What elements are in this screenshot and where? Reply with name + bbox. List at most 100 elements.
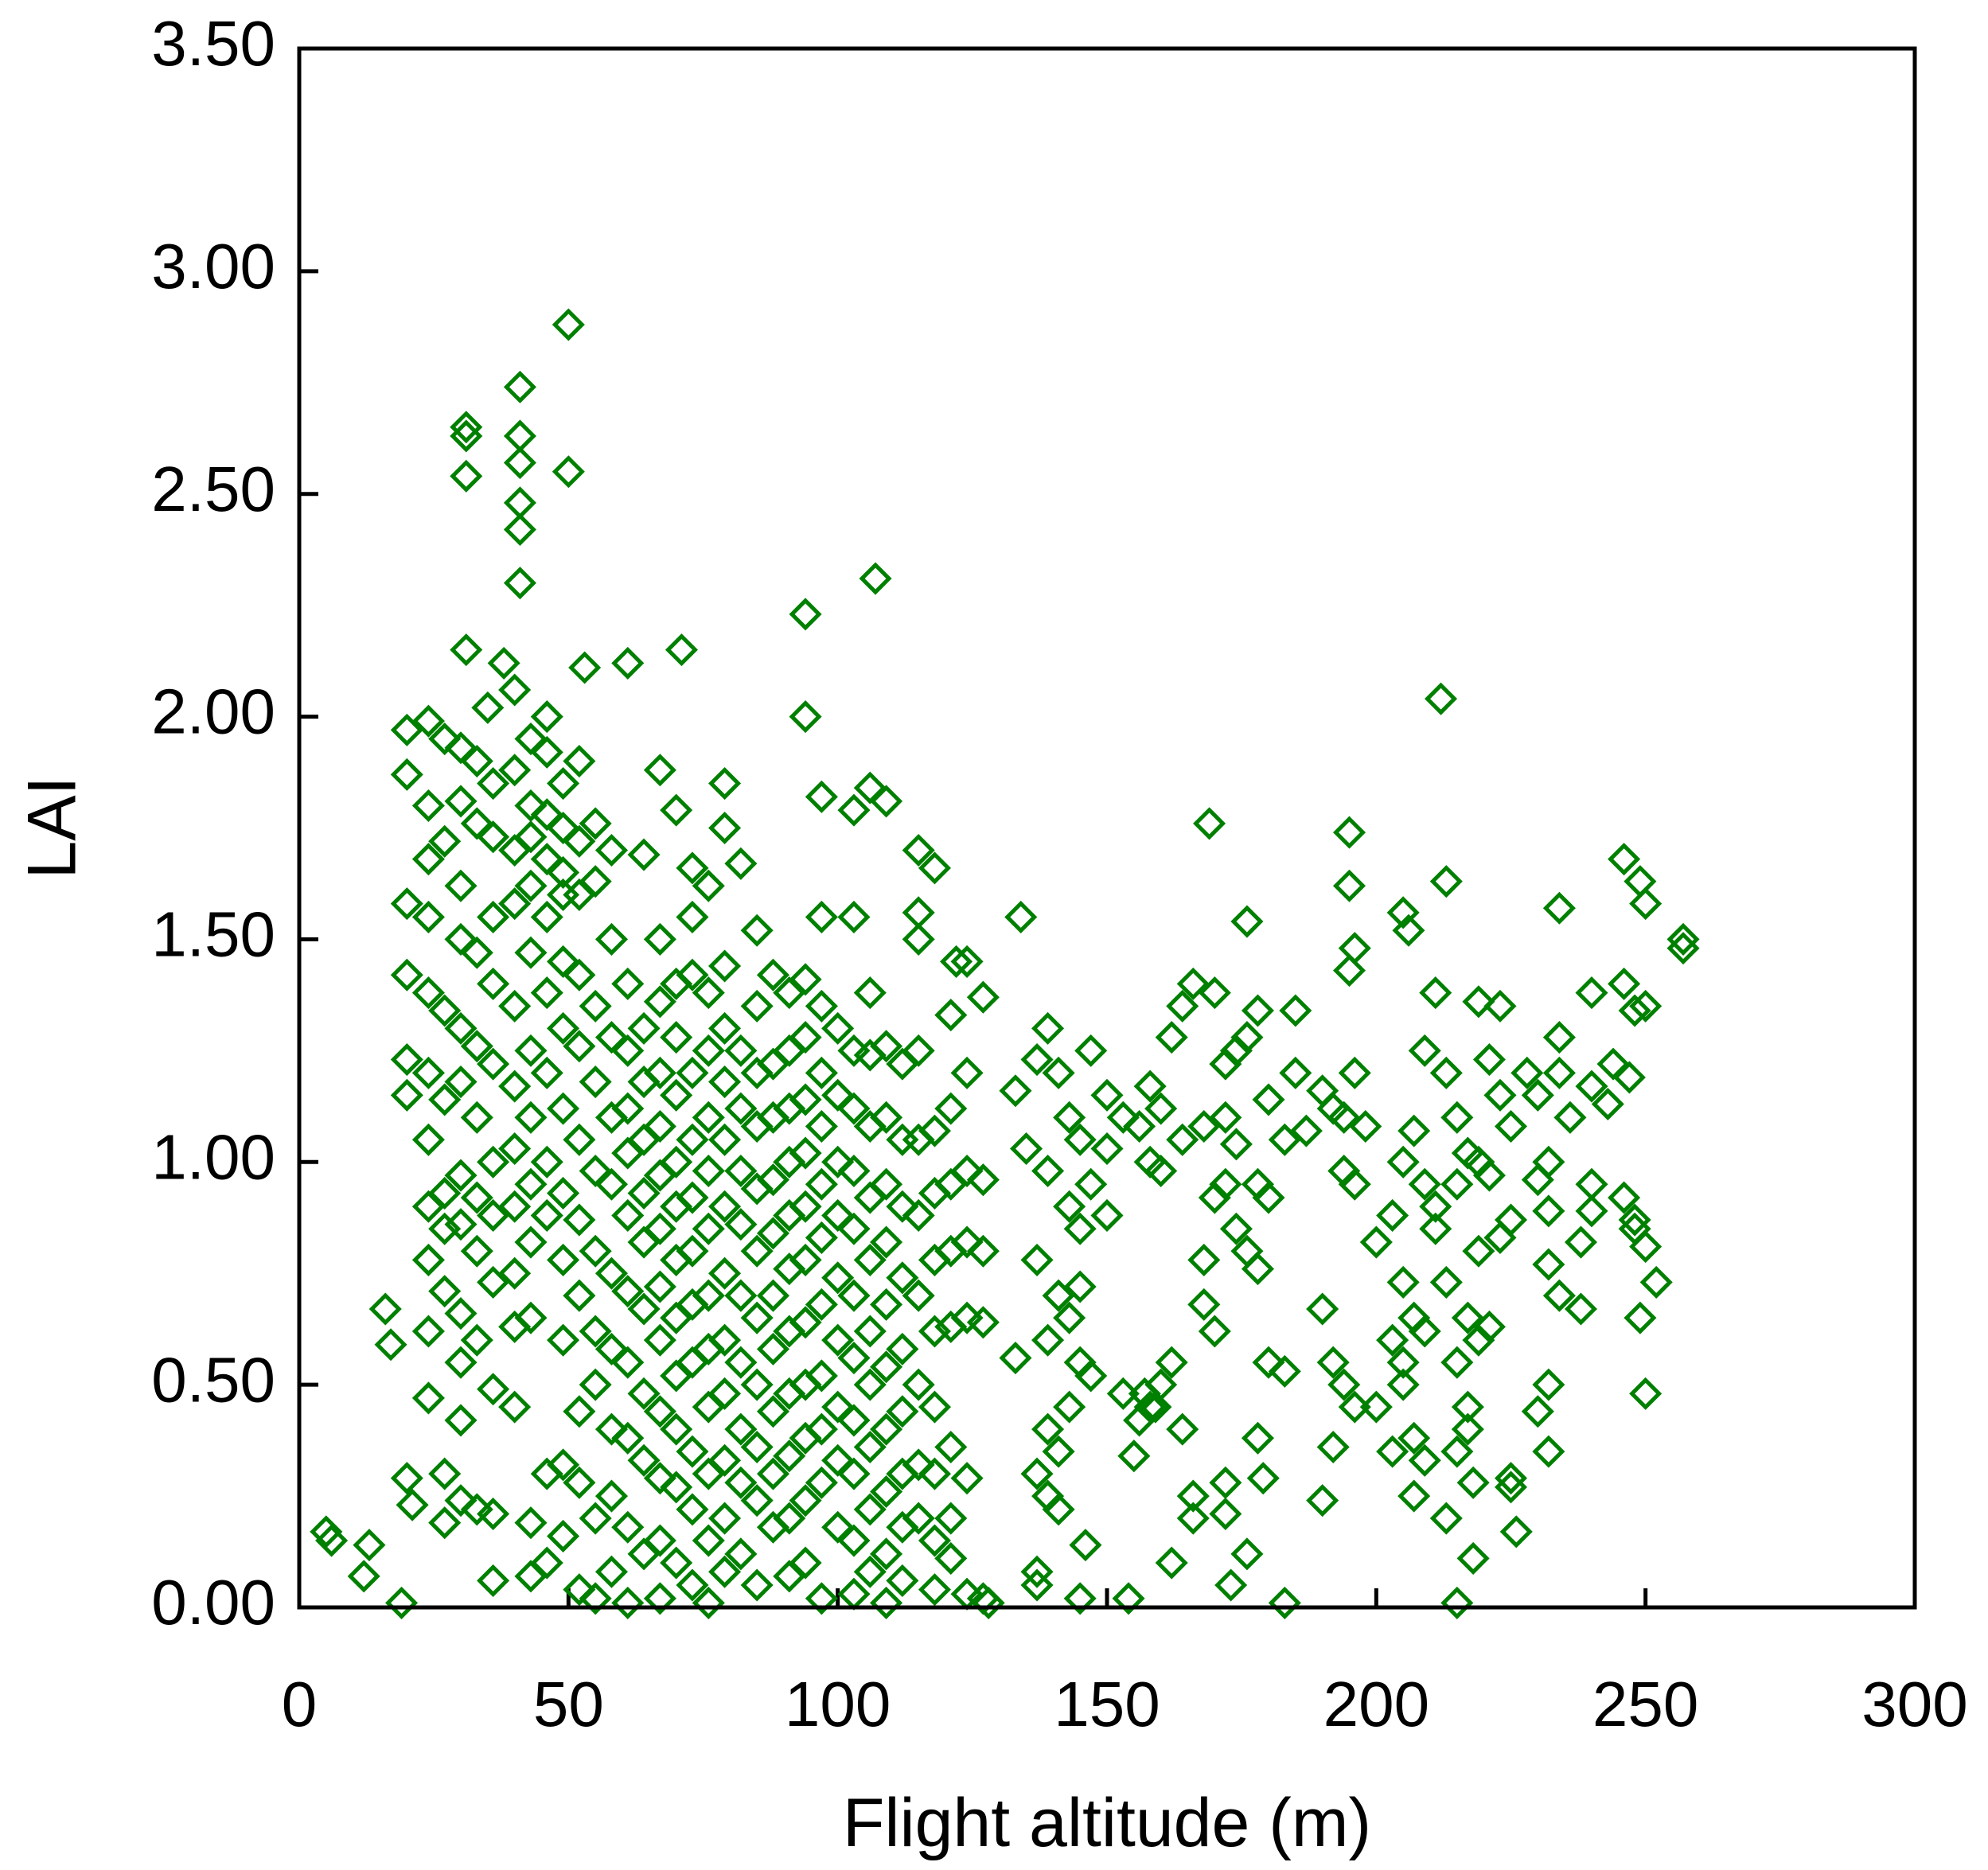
scatter-point: [676, 1493, 709, 1526]
scatter-point: [902, 1198, 935, 1232]
scatter-point: [547, 1448, 580, 1482]
scatter-point: [1472, 1043, 1506, 1077]
scatter-point: [1209, 1497, 1242, 1530]
scatter-point: [568, 651, 602, 684]
scatter-point: [460, 936, 493, 969]
scatter-point: [552, 455, 585, 489]
x-tick-label: 300: [1861, 1669, 1967, 1739]
scatter-point: [1575, 1194, 1608, 1228]
scatter-point: [805, 1412, 838, 1446]
scatter-point: [1042, 1435, 1075, 1468]
scatter-point: [853, 1493, 887, 1526]
scatter-point: [1198, 976, 1231, 1010]
scatter-point: [789, 1083, 822, 1116]
scatter-point: [1349, 1109, 1382, 1143]
scatter-point: [390, 887, 423, 921]
scatter-point: [676, 1123, 709, 1156]
scatter-point: [428, 994, 462, 1027]
scatter-point: [530, 700, 563, 734]
scatter-point: [1144, 1154, 1178, 1188]
scatter-point: [1608, 1181, 1641, 1214]
scatter-point: [853, 1368, 887, 1401]
scatter-point: [902, 1502, 935, 1535]
scatter-point: [870, 1167, 903, 1201]
scatter-point: [918, 1390, 952, 1424]
scatter-point: [756, 958, 790, 991]
scatter-point: [315, 1524, 349, 1557]
scatter-point: [740, 1368, 774, 1401]
scatter-point: [902, 1448, 935, 1482]
scatter-point: [1462, 1234, 1495, 1268]
scatter-point: [1209, 1167, 1242, 1201]
scatter-point: [676, 851, 709, 885]
scatter-point: [918, 1114, 952, 1147]
scatter-point: [1241, 1421, 1275, 1455]
scatter-point: [530, 1056, 563, 1089]
scatter-point: [503, 370, 536, 403]
scatter-point: [1327, 1101, 1361, 1134]
scatter-point: [579, 1368, 612, 1401]
scatter-point: [918, 851, 952, 885]
scatter-point: [594, 1256, 629, 1290]
scatter-point: [547, 855, 580, 890]
scatter-point: [1268, 1586, 1301, 1619]
scatter-point: [724, 1208, 758, 1241]
scatter-point: [411, 1123, 445, 1156]
scatter-point: [708, 1323, 742, 1357]
scatter-point: [460, 745, 493, 778]
scatter-point: [918, 1524, 952, 1557]
scatter-point: [1031, 1011, 1065, 1045]
scatter-point: [1521, 1078, 1554, 1112]
scatter-point: [1042, 1493, 1075, 1526]
scatter-point: [805, 900, 838, 933]
scatter-point: [1591, 1087, 1624, 1121]
scatter-point: [1166, 1123, 1199, 1156]
scatter-point: [805, 1221, 838, 1254]
scatter-point: [611, 967, 645, 1000]
scatter-point: [902, 1368, 935, 1401]
scatter-point: [950, 945, 984, 978]
scatter-point: [950, 1056, 984, 1089]
scatter-point: [411, 1381, 445, 1415]
scatter-point: [999, 1074, 1032, 1108]
scatter-point: [724, 1092, 758, 1125]
scatter-point: [939, 945, 973, 978]
scatter-point: [1187, 1243, 1221, 1276]
scatter-point: [643, 1524, 676, 1557]
scatter-point: [676, 958, 709, 991]
scatter-point: [934, 1092, 968, 1125]
scatter-point: [1074, 1034, 1108, 1067]
scatter-point: [428, 824, 462, 858]
scatter-point: [1386, 1368, 1420, 1401]
scatter-point: [1408, 1034, 1441, 1067]
scatter-point: [1241, 994, 1275, 1027]
scatter-point: [1629, 1230, 1663, 1264]
scatter-point: [1359, 1225, 1393, 1259]
scatter-point: [660, 1078, 693, 1112]
scatter-point: [547, 766, 580, 801]
scatter-point: [966, 1306, 1000, 1339]
scatter-point: [1494, 1109, 1528, 1143]
scatter-point: [805, 1288, 838, 1321]
scatter-point: [1074, 1167, 1108, 1201]
scatter-point: [1386, 896, 1420, 929]
scatter-point: [1359, 1390, 1393, 1424]
scatter-point: [1020, 1457, 1054, 1490]
scatter-point: [594, 922, 629, 956]
scatter-point: [1440, 1586, 1474, 1619]
scatter-point: [870, 1101, 903, 1134]
scatter-point: [1472, 1310, 1506, 1343]
scatter-point: [1133, 1069, 1167, 1103]
scatter-point: [1338, 1167, 1371, 1201]
scatter-point: [627, 1176, 661, 1210]
scatter-point: [966, 1163, 1000, 1197]
scatter-point: [611, 1510, 645, 1544]
x-tick-label: 200: [1323, 1669, 1429, 1739]
scatter-point: [643, 1056, 676, 1089]
scatter-point: [1456, 1466, 1490, 1499]
scatter-point: [805, 1359, 838, 1393]
scatter-point: [740, 1234, 774, 1268]
scatter-point: [1408, 1315, 1441, 1348]
scatter-point: [821, 1261, 855, 1295]
